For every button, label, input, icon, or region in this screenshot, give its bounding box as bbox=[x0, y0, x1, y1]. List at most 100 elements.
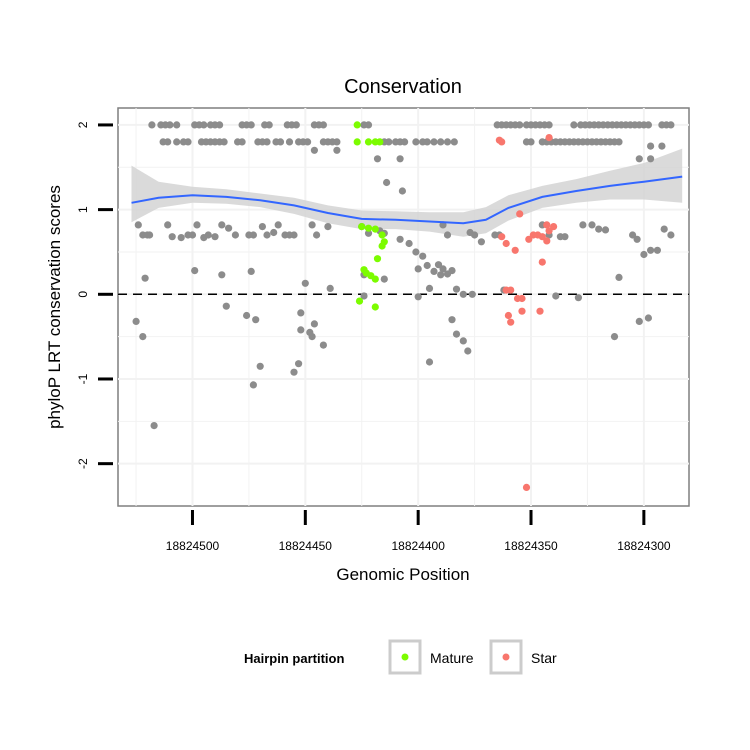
point-other bbox=[653, 246, 662, 254]
point-other bbox=[333, 138, 341, 146]
point-other bbox=[290, 368, 298, 376]
point-other bbox=[148, 121, 156, 129]
point-other bbox=[166, 121, 174, 129]
point-other bbox=[141, 274, 149, 282]
smooth-line bbox=[131, 175, 683, 225]
point-other bbox=[601, 226, 610, 234]
point-other bbox=[225, 224, 233, 232]
point-mature bbox=[353, 121, 361, 129]
point-other bbox=[204, 231, 212, 239]
point-other bbox=[552, 292, 560, 300]
point-other bbox=[263, 138, 271, 146]
point-other bbox=[211, 233, 219, 241]
point-star bbox=[502, 239, 510, 248]
point-mature bbox=[362, 269, 370, 277]
point-other bbox=[319, 341, 327, 349]
point-other bbox=[290, 231, 298, 239]
point-other bbox=[304, 138, 312, 146]
point-other bbox=[276, 138, 285, 146]
point-other bbox=[452, 330, 461, 338]
point-other bbox=[274, 221, 282, 229]
point-other bbox=[459, 290, 467, 298]
point-other bbox=[579, 221, 587, 229]
point-other bbox=[168, 233, 176, 241]
point-other bbox=[644, 314, 653, 322]
point-other bbox=[265, 121, 273, 129]
point-star bbox=[516, 210, 524, 218]
point-other bbox=[301, 279, 309, 287]
point-star bbox=[525, 235, 533, 243]
point-star bbox=[545, 134, 553, 142]
point-other bbox=[297, 309, 305, 317]
y-tick-label: 2 bbox=[76, 121, 90, 128]
point-other bbox=[414, 265, 422, 273]
point-other bbox=[405, 239, 413, 248]
point-other bbox=[380, 275, 388, 283]
point-other bbox=[191, 267, 199, 275]
point-other bbox=[247, 267, 255, 275]
point-other bbox=[588, 221, 596, 229]
point-other bbox=[164, 138, 172, 146]
point-other bbox=[448, 267, 456, 275]
point-other bbox=[647, 142, 655, 150]
point-other bbox=[545, 121, 553, 129]
point-other bbox=[200, 121, 208, 129]
point-other bbox=[310, 320, 318, 328]
point-other bbox=[150, 422, 158, 430]
point-other bbox=[667, 121, 675, 129]
x-axis-title: Genomic Position bbox=[336, 565, 469, 584]
point-other bbox=[270, 228, 278, 237]
point-other bbox=[635, 317, 643, 325]
point-other bbox=[610, 333, 619, 341]
plot-panel bbox=[117, 107, 690, 507]
legend-dot-mature bbox=[401, 653, 409, 661]
point-star bbox=[538, 233, 546, 241]
y-tick-label: -1 bbox=[76, 373, 90, 384]
point-other bbox=[398, 187, 406, 195]
point-star bbox=[522, 483, 531, 491]
point-star bbox=[498, 233, 506, 241]
point-other bbox=[430, 267, 438, 275]
point-other bbox=[373, 155, 382, 163]
point-other bbox=[419, 252, 427, 260]
point-other bbox=[243, 311, 251, 320]
point-other bbox=[231, 231, 239, 239]
point-other bbox=[319, 121, 327, 129]
legend-title: Hairpin partition bbox=[244, 651, 344, 666]
point-other bbox=[308, 333, 316, 341]
point-other bbox=[425, 358, 434, 366]
point-mature bbox=[355, 297, 364, 305]
point-other bbox=[252, 316, 260, 324]
point-other bbox=[364, 121, 373, 129]
point-other bbox=[256, 362, 264, 370]
point-star bbox=[545, 227, 553, 235]
point-other bbox=[423, 261, 431, 270]
point-other bbox=[360, 292, 368, 300]
point-mature bbox=[371, 225, 379, 233]
point-other bbox=[164, 221, 172, 229]
point-other bbox=[640, 250, 648, 259]
point-other bbox=[396, 235, 404, 243]
point-star bbox=[507, 286, 515, 294]
point-other bbox=[468, 290, 476, 298]
point-other bbox=[247, 121, 255, 129]
point-other bbox=[238, 138, 246, 146]
point-other bbox=[635, 155, 643, 163]
point-other bbox=[134, 221, 142, 229]
point-other bbox=[285, 138, 294, 146]
point-other bbox=[132, 317, 140, 325]
point-star bbox=[518, 294, 526, 303]
data-points bbox=[132, 121, 675, 491]
point-other bbox=[173, 138, 181, 146]
point-star bbox=[543, 237, 551, 245]
point-star bbox=[550, 223, 558, 231]
point-other bbox=[220, 138, 228, 146]
point-other bbox=[313, 231, 321, 239]
point-mature bbox=[376, 138, 384, 146]
point-other bbox=[464, 347, 472, 355]
point-star bbox=[504, 311, 512, 320]
legend: Hairpin partition Mature Star bbox=[244, 639, 557, 675]
point-mature bbox=[364, 138, 373, 146]
point-other bbox=[249, 381, 257, 389]
